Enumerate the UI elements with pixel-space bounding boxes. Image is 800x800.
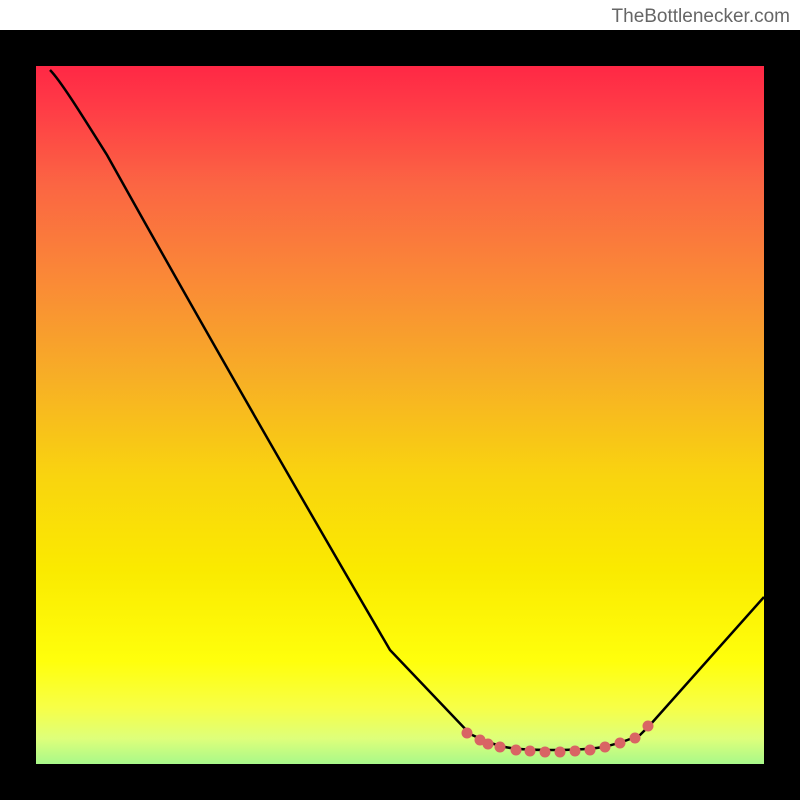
- marker-point: [462, 728, 473, 739]
- marker-point: [630, 733, 641, 744]
- marker-point: [540, 747, 551, 758]
- marker-point: [585, 745, 596, 756]
- marker-point: [511, 745, 522, 756]
- attribution-text: TheBottlenecker.com: [612, 6, 790, 28]
- marker-point: [483, 739, 494, 750]
- marker-point: [525, 746, 536, 757]
- marker-point: [600, 742, 611, 753]
- marker-point: [570, 746, 581, 757]
- marker-point: [643, 721, 654, 732]
- marker-point: [615, 738, 626, 749]
- marker-point: [495, 742, 506, 753]
- marker-point: [555, 747, 566, 758]
- bottleneck-chart: [0, 30, 800, 800]
- chart-container: TheBottlenecker.com: [0, 0, 800, 800]
